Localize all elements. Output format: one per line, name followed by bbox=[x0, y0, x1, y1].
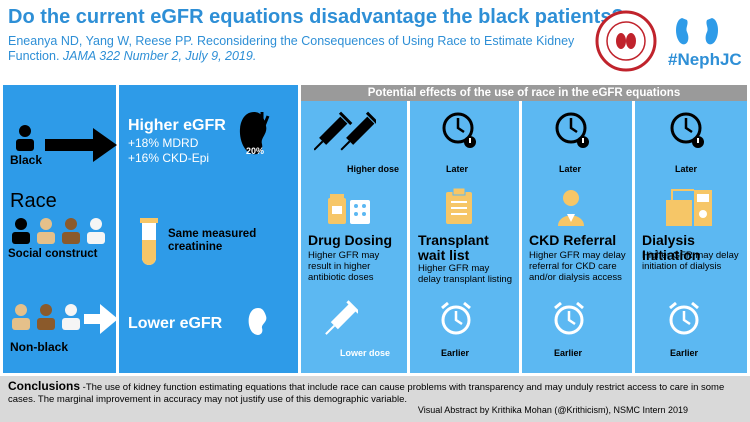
conclusions-box: Conclusions -The use of kidney function … bbox=[0, 376, 750, 422]
kidney-percent-icon bbox=[234, 108, 278, 165]
effects-col-2 bbox=[410, 85, 519, 373]
effects-col-3 bbox=[522, 85, 632, 373]
col3-top-label: Later bbox=[559, 164, 582, 174]
arrow-right-white-icon bbox=[84, 304, 118, 339]
dialysis-machine-icon bbox=[666, 186, 716, 231]
col1-bottom-label: Lower dose bbox=[340, 348, 391, 358]
effects-header: Potential effects of the use of race in … bbox=[301, 85, 747, 101]
col4-bottom-label: Earlier bbox=[670, 348, 699, 358]
alarm-clock-icon bbox=[551, 300, 587, 341]
ckdepi-value: +16% CKD-Epi bbox=[128, 151, 210, 165]
effects-col-4 bbox=[635, 85, 747, 373]
citation-authors: Eneanya ND, Yang W, Reese PP. Reconsider… bbox=[8, 34, 575, 63]
clock-alert-icon bbox=[442, 110, 478, 155]
col1-desc: Higher GFR may result in higher antibiot… bbox=[308, 250, 380, 283]
non-black-label: Non-black bbox=[10, 340, 69, 354]
lower-egfr-label: Lower eGFR bbox=[128, 315, 223, 332]
race-label: Race bbox=[10, 190, 57, 212]
conclusions-text: -The use of kidney function estimating e… bbox=[8, 382, 725, 405]
col2-bottom-label: Earlier bbox=[441, 348, 470, 358]
col2-top-label: Later bbox=[446, 164, 469, 174]
syringes-icon bbox=[313, 110, 380, 165]
black-label: Black bbox=[10, 153, 43, 167]
alarm-clock-icon bbox=[666, 300, 702, 341]
test-tube-icon bbox=[137, 218, 161, 273]
clipboard-icon bbox=[444, 187, 474, 229]
mdrd-value: +18% MDRD bbox=[128, 136, 199, 150]
syringe-white-icon bbox=[322, 300, 360, 345]
kidney-icon bbox=[246, 306, 270, 343]
col3-desc: Higher GFR may delay referral for CKD ca… bbox=[529, 250, 626, 283]
people-group-icon bbox=[8, 216, 112, 251]
hashtag: #NephJC bbox=[668, 50, 742, 69]
alarm-clock-icon bbox=[438, 300, 474, 341]
conclusions-label: Conclusions bbox=[8, 379, 81, 393]
page-title: Do the current eGFR equations disadvanta… bbox=[8, 6, 624, 28]
social-construct-label: Social construct bbox=[8, 248, 98, 260]
col1-title: Drug Dosing bbox=[308, 232, 392, 248]
citation-journal: JAMA 322 Number 2, July 9, 2019. bbox=[62, 49, 257, 63]
col2-title: Transplant wait list bbox=[418, 232, 489, 263]
kidney-logo-icon bbox=[672, 14, 722, 48]
col4-desc: Higher GFR may delay initiation of dialy… bbox=[642, 250, 739, 272]
col1-top-label: Higher dose bbox=[347, 164, 400, 174]
nephrology-seal-logo bbox=[595, 10, 657, 72]
doctor-icon bbox=[556, 188, 586, 231]
arrow-right-icon bbox=[45, 128, 117, 167]
person-icon bbox=[14, 123, 36, 158]
percent-badge: 20% bbox=[246, 146, 265, 156]
same-creatinine-label: Same measured creatinine bbox=[168, 228, 257, 253]
higher-egfr-label: Higher eGFR bbox=[128, 117, 226, 134]
credit-line: Visual Abstract by Krithika Mohan (@Krit… bbox=[417, 405, 688, 415]
clock-alert-icon bbox=[555, 110, 591, 155]
citation: Eneanya ND, Yang W, Reese PP. Reconsider… bbox=[8, 34, 588, 64]
col3-bottom-label: Earlier bbox=[554, 348, 583, 358]
pills-icon bbox=[328, 194, 372, 229]
col4-title: Dialysis Initiation bbox=[642, 232, 701, 263]
clock-alert-icon bbox=[670, 110, 706, 155]
non-black-people-icon bbox=[8, 302, 84, 337]
col3-title: CKD Referral bbox=[529, 232, 617, 248]
col4-top-label: Later bbox=[675, 164, 698, 174]
col2-desc: Higher GFR may delay transplant listing bbox=[418, 263, 512, 285]
